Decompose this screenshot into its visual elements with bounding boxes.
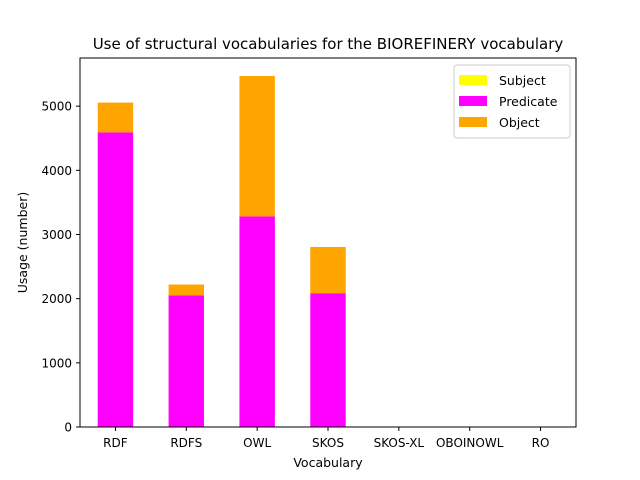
legend-swatch-predicate <box>459 96 487 106</box>
y-tick-label: 4000 <box>41 164 72 178</box>
x-tick-label: OWL <box>243 436 271 450</box>
bar-predicate-skos <box>310 293 346 427</box>
x-tick-label: OBOINOWL <box>436 436 504 450</box>
y-tick-label: 1000 <box>41 356 72 370</box>
bar-predicate-rdfs <box>168 295 204 427</box>
y-tick-label: 2000 <box>41 292 72 306</box>
bar-object-rdfs <box>168 284 204 296</box>
y-axis-label: Usage (number) <box>15 192 30 293</box>
legend-label-subject: Subject <box>499 73 546 88</box>
x-tick-label: RO <box>532 436 550 450</box>
x-axis-label: Vocabulary <box>293 455 363 470</box>
bar-object-rdf <box>97 102 134 133</box>
bar-object-skos <box>310 246 346 294</box>
x-axis-ticks: RDF RDFS OWL SKOS SKOS-XL OBOINOWL RO <box>103 427 549 450</box>
bar-predicate-owl <box>239 216 275 427</box>
y-tick-label: 3000 <box>41 228 72 242</box>
plot-area <box>97 75 346 427</box>
y-axis-ticks: 0 1000 2000 3000 4000 5000 <box>41 100 80 435</box>
legend-label-predicate: Predicate <box>499 94 558 109</box>
chart-title: Use of structural vocabularies for the B… <box>93 35 564 53</box>
legend: Subject Predicate Object <box>453 64 571 139</box>
legend-swatch-object <box>459 117 487 127</box>
legend-label-object: Object <box>499 115 540 130</box>
x-tick-label: RDF <box>103 436 128 450</box>
x-tick-label: RDFS <box>170 436 202 450</box>
bar-predicate-rdf <box>97 132 134 427</box>
y-tick-label: 5000 <box>41 100 72 114</box>
legend-swatch-subject <box>459 75 487 85</box>
x-tick-label: SKOS <box>312 436 344 450</box>
y-tick-label: 0 <box>64 421 72 435</box>
x-tick-label: SKOS-XL <box>374 436 425 450</box>
bar-object-owl <box>239 75 275 217</box>
